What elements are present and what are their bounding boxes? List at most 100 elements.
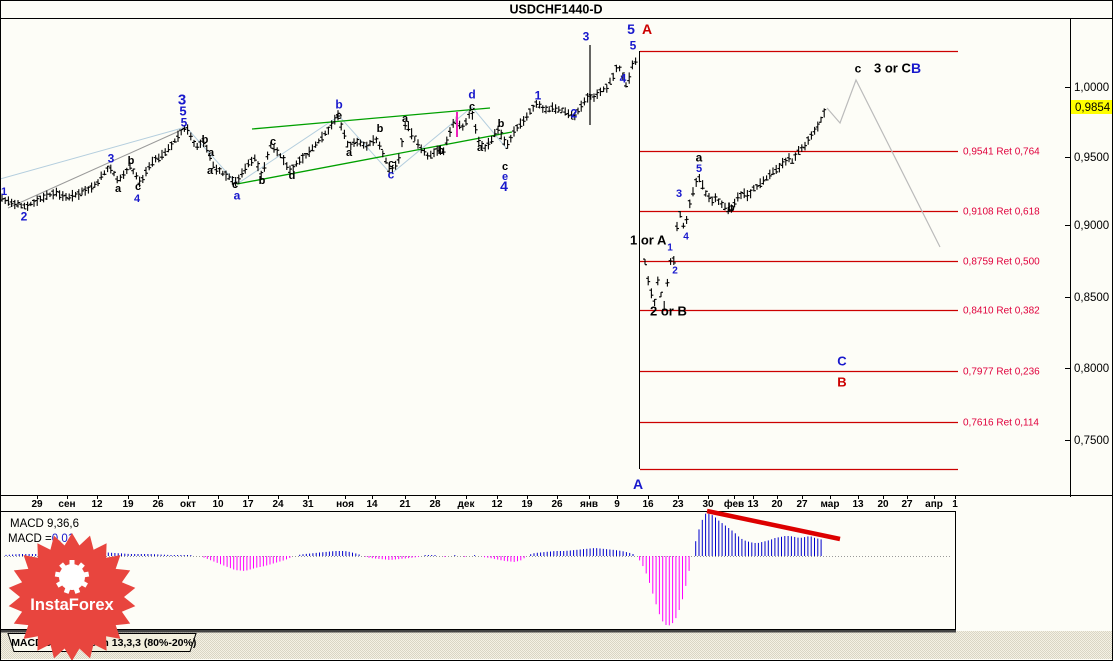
- wave-label: C: [837, 354, 847, 369]
- date-label: 13: [852, 499, 864, 510]
- fib-label: 0,7977 Ret 0,236: [963, 367, 1040, 378]
- wave-label: c: [135, 181, 141, 193]
- date-label: окт: [180, 499, 196, 510]
- wave-label: 5: [630, 38, 637, 52]
- wave-label: a: [477, 142, 484, 154]
- logo-text: InstaForex: [30, 596, 114, 614]
- wave-label: 3: [583, 29, 590, 43]
- date-label: 24: [272, 499, 284, 510]
- pale-trendline: [185, 106, 508, 185]
- macd-resistance-trendline: [706, 508, 841, 542]
- date-label: 20: [771, 499, 783, 510]
- wave-label: 3 or C: [874, 61, 911, 76]
- macd-value-label: MACD =0,01: [8, 533, 74, 545]
- wave-label: d: [289, 170, 296, 182]
- wave-label: 4: [683, 232, 689, 243]
- date-label: 28: [429, 499, 441, 510]
- wave-label: b: [377, 123, 384, 135]
- price-bars-layer: [0, 45, 827, 311]
- date-label: сен: [58, 499, 75, 510]
- wave-label: B: [911, 60, 921, 76]
- wave-label: 5: [696, 163, 702, 175]
- date-label: фев: [724, 498, 744, 510]
- wave-label: b: [128, 155, 135, 167]
- wave-label: b: [438, 145, 445, 157]
- wave-label: a: [402, 113, 409, 125]
- fib-label: 0,8759 Ret 0,500: [963, 257, 1040, 268]
- wave-label: 5: [627, 21, 635, 37]
- macd-panel-shadow: [0, 630, 956, 633]
- wave-label: b: [727, 200, 734, 214]
- current-price-tag-bg: [1071, 100, 1113, 114]
- wave-label: e: [502, 171, 508, 183]
- date-label: 23: [672, 499, 684, 510]
- wave-label: 3: [676, 188, 682, 200]
- date-label: 20: [877, 499, 889, 510]
- wave-label: a: [234, 188, 241, 202]
- pale-trendline: [0, 126, 187, 180]
- wave-label: d: [468, 87, 475, 101]
- fib-label: 0,8410 Ret 0,382: [963, 306, 1040, 317]
- price-axis-layer: 1,0000 0,9500 0,9000 0,8500 0,8000 0,7500: [1065, 82, 1109, 447]
- wave-label: a: [115, 183, 122, 195]
- date-label: 30: [702, 499, 714, 510]
- wave-label: 1 or A: [630, 233, 667, 248]
- current-price-tag: 0,9854: [1071, 100, 1113, 114]
- wave-label: c: [388, 167, 395, 181]
- date-label: 12: [491, 499, 503, 510]
- wave-label: A: [642, 21, 652, 37]
- wave-label: 1: [667, 243, 673, 254]
- date-label: 31: [302, 499, 314, 510]
- date-label: 9: [614, 499, 620, 510]
- wave-label: 2: [672, 266, 678, 277]
- wave-label: 2: [571, 106, 578, 120]
- date-axis-layer: 29 сен 12 19 26 окт 10 17 24 31 ноя 14 21 28 дек 12 19 26…: [31, 495, 958, 510]
- wave-label: 1: [535, 88, 542, 102]
- date-label: 27: [796, 499, 808, 510]
- fib-label: 0,9541 Ret 0,764: [963, 147, 1040, 158]
- wave-label: c: [388, 158, 394, 170]
- wave-label: 3: [108, 151, 115, 165]
- fib-label: 0,7616 Ret 0,114: [963, 418, 1039, 429]
- logo-starburst: [8, 533, 136, 661]
- date-label: ноя: [336, 499, 354, 510]
- date-label: 17: [242, 499, 254, 510]
- date-label: 27: [901, 499, 913, 510]
- wave-label: a: [207, 165, 214, 177]
- wave-label: 5: [181, 115, 188, 129]
- date-label: 19: [521, 499, 533, 510]
- trendlines-layer: [0, 106, 513, 209]
- date-label: янв: [580, 499, 598, 510]
- fib-levels-layer: 0,9541 Ret 0,764 0,9108 Ret 0,618 0,8759 R…: [639, 50, 1040, 471]
- tab-stoch-label[interactable]: Stoch 13,3,3 (80%-20%): [80, 637, 197, 649]
- gray-trendline: [7, 127, 187, 209]
- price-label: 0,7500: [1074, 435, 1109, 447]
- wave-label: 4: [500, 178, 508, 194]
- price-label: 0,9500: [1074, 152, 1109, 164]
- date-label: 29: [31, 499, 43, 510]
- date-label: мар: [821, 499, 840, 510]
- green-trendline: [251, 107, 491, 130]
- wave-label: 4: [620, 71, 627, 85]
- wave-label: 2 or B: [650, 304, 687, 319]
- wave-label: a: [208, 147, 215, 159]
- wave-label: e: [336, 110, 342, 122]
- instaforex-gear-icon: Ψ: [54, 560, 90, 594]
- date-label: 12: [91, 499, 103, 510]
- wave-label: b: [335, 97, 342, 111]
- wave-label: c: [855, 61, 862, 75]
- macd-indicator-label: MACD 9,36,6: [10, 518, 79, 530]
- date-label: апр: [925, 499, 943, 510]
- date-label: 26: [152, 499, 164, 510]
- date-label: 26: [551, 499, 563, 510]
- wave-label: b: [202, 134, 209, 146]
- price-label: 0,9000: [1074, 220, 1109, 232]
- date-label: 19: [122, 499, 134, 510]
- wave-label: c: [232, 179, 238, 191]
- price-label: 1,0000: [1074, 82, 1109, 94]
- wave-label: 2: [21, 209, 28, 223]
- wave-label: b: [259, 175, 266, 187]
- wave-label: A: [633, 476, 643, 492]
- date-label: дек: [458, 499, 476, 510]
